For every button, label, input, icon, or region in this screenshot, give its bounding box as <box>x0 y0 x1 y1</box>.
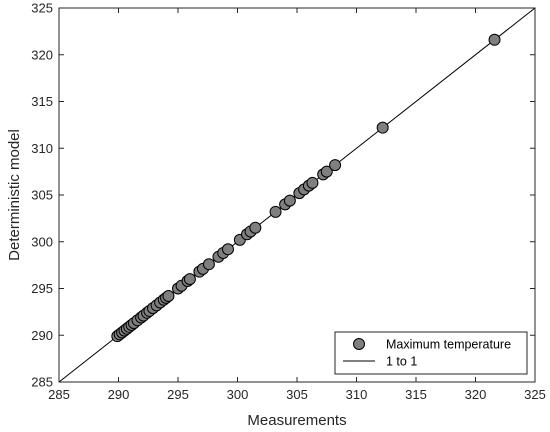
y-tick-label: 315 <box>31 94 53 109</box>
legend: Maximum temperature 1 to 1 <box>334 331 528 375</box>
x-axis-ticks: 285 290 295 300 305 310 315 320 325 <box>48 8 546 402</box>
data-points-layer <box>111 33 501 343</box>
data-point <box>376 121 389 134</box>
data-point <box>329 159 342 172</box>
y-tick-label: 285 <box>31 375 53 390</box>
y-tick-label: 300 <box>31 234 53 249</box>
y-tick-label: 325 <box>31 1 53 16</box>
x-tick-label: 295 <box>167 387 189 402</box>
y-tick-label: 320 <box>31 47 53 62</box>
x-tick-label: 285 <box>48 387 70 402</box>
data-point <box>283 194 296 207</box>
y-tick-label: 295 <box>31 281 53 296</box>
x-tick-label: 320 <box>465 387 487 402</box>
data-point <box>306 176 319 189</box>
data-point <box>269 205 282 218</box>
y-axis-ticks: 285 290 295 300 305 310 315 320 325 <box>31 1 535 390</box>
data-point <box>162 289 175 302</box>
x-tick-label: 310 <box>346 387 368 402</box>
data-point <box>183 273 196 286</box>
x-tick-label: 305 <box>286 387 308 402</box>
data-point <box>202 258 215 271</box>
y-axis-title: Deterministic model <box>6 129 23 261</box>
y-tick-label: 290 <box>31 328 53 343</box>
legend-marker-maximum-temperature <box>353 338 365 350</box>
data-point <box>221 243 234 256</box>
legend-box <box>334 331 528 375</box>
data-point <box>320 165 333 178</box>
x-axis-title: Measurements <box>247 412 346 429</box>
y-tick-label: 310 <box>31 141 53 156</box>
x-tick-label: 325 <box>524 387 546 402</box>
x-tick-label: 300 <box>227 387 249 402</box>
x-tick-label: 315 <box>405 387 427 402</box>
data-point <box>488 33 501 46</box>
y-tick-label: 305 <box>31 188 53 203</box>
data-point <box>249 221 262 234</box>
x-tick-label: 290 <box>108 387 130 402</box>
legend-label-maximum-temperature: Maximum temperature <box>386 338 511 352</box>
legend-label-1-to-1: 1 to 1 <box>386 355 417 369</box>
